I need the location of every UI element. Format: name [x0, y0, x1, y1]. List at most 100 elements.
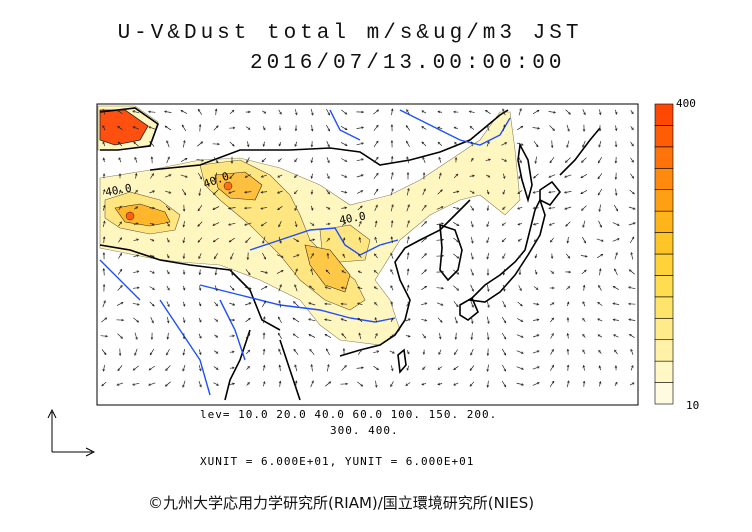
wind-arrow-icon — [582, 144, 585, 148]
wind-arrow-icon — [260, 223, 264, 227]
wind-arrow-icon — [566, 145, 569, 148]
wind-arrow-icon — [424, 221, 427, 224]
wind-arrow-icon — [311, 124, 313, 132]
wind-arrow-icon — [597, 176, 601, 180]
wind-arrow-icon — [167, 332, 169, 340]
wind-arrow-icon — [517, 190, 523, 194]
wind-arrow-icon — [166, 269, 170, 275]
wind-arrow-icon — [376, 350, 380, 354]
coast-taiwan — [397, 348, 407, 374]
wind-arrow-icon — [119, 268, 123, 272]
wind-arrow-icon — [517, 191, 521, 194]
wind-arrow-icon — [501, 237, 507, 243]
wind-arrow-icon — [517, 318, 523, 322]
wind-arrow-icon — [536, 382, 540, 385]
wind-arrow-icon — [326, 189, 330, 195]
wind-arrow-icon — [389, 334, 395, 338]
wind-arrow-icon — [118, 189, 122, 195]
wind-arrow-icon — [533, 238, 539, 242]
wind-arrow-icon — [324, 318, 327, 322]
wind-arrow-icon — [406, 204, 410, 212]
wind-arrow-icon — [263, 365, 265, 371]
wind-arrow-icon — [327, 237, 330, 241]
wind-arrow-icon — [533, 286, 539, 290]
wind-arrow-icon — [597, 173, 603, 179]
wind-arrow-icon — [182, 336, 186, 340]
wind-arrow-icon — [213, 366, 219, 370]
wind-arrow-icon — [311, 364, 313, 372]
wind-arrow-icon — [597, 318, 603, 322]
wind-arrow-icon — [359, 237, 361, 243]
wind-arrow-icon — [631, 382, 635, 385]
wind-arrow-icon — [599, 204, 601, 212]
wind-arrow-icon — [215, 335, 219, 338]
wind-arrow-icon — [612, 285, 616, 289]
wind-arrow-icon — [548, 174, 556, 178]
wind-arrow-icon — [294, 364, 298, 372]
wind-arrow-icon — [279, 381, 281, 387]
wind-arrow-icon — [278, 221, 282, 227]
wind-arrow-icon — [103, 364, 105, 372]
wind-arrow-icon — [453, 173, 459, 179]
wind-arrow-icon — [326, 124, 330, 132]
wind-arrow-icon — [166, 301, 170, 307]
wind-arrow-icon — [245, 317, 251, 323]
wind-arrow-icon — [308, 285, 312, 289]
wind-arrow-icon — [357, 302, 360, 306]
wind-arrow-icon — [582, 317, 585, 321]
colorbar-swatch — [654, 317, 674, 341]
wind-arrow-icon — [455, 320, 458, 324]
wind-arrow-icon — [247, 365, 250, 369]
wind-arrow-icon — [344, 175, 348, 178]
wind-arrow-icon — [583, 240, 586, 244]
wind-arrow-icon — [390, 220, 394, 223]
wind-arrow-icon — [212, 239, 216, 243]
wind-arrow-icon — [630, 252, 634, 260]
wind-arrow-icon — [548, 111, 556, 113]
wind-arrow-icon — [536, 350, 540, 353]
wind-arrow-icon — [228, 223, 231, 226]
wind-arrow-icon — [119, 205, 122, 209]
wind-arrow-icon — [148, 367, 152, 371]
wind-arrow-icon — [471, 157, 474, 161]
wind-arrow-icon — [631, 176, 635, 179]
wind-arrow-icon — [456, 255, 460, 259]
wind-arrow-icon — [406, 252, 410, 255]
wind-arrow-icon — [166, 320, 170, 324]
wind-arrow-icon — [548, 223, 552, 226]
wind-arrow-icon — [391, 188, 394, 191]
wind-arrow-icon — [407, 252, 409, 260]
wind-arrow-icon — [199, 384, 202, 388]
wind-arrow-icon — [103, 157, 105, 163]
wind-arrow-icon — [232, 143, 235, 147]
wind-arrow-icon — [471, 208, 474, 211]
wind-arrow-icon — [246, 257, 250, 261]
wind-arrow-icon — [551, 317, 554, 321]
wind-arrow-icon — [150, 316, 154, 324]
coast-japan-kyushu — [459, 296, 479, 321]
wind-arrow-icon — [101, 383, 104, 387]
wind-arrow-icon — [229, 141, 235, 147]
wind-arrow-icon — [246, 382, 250, 386]
wind-arrow-icon — [437, 110, 441, 114]
wind-arrow-icon — [182, 189, 186, 195]
wind-arrow-icon — [278, 284, 282, 292]
dust-region-peak-north — [99, 109, 149, 146]
wind-arrow-icon — [148, 126, 156, 130]
wind-arrow-icon — [212, 207, 216, 210]
wind-arrow-icon — [101, 317, 107, 323]
wind-arrow-icon — [263, 316, 265, 324]
wind-arrow-icon — [230, 252, 234, 260]
wind-arrow-icon — [536, 318, 540, 322]
wind-arrow-icon — [406, 172, 410, 175]
wind-arrow-icon — [197, 108, 201, 112]
wind-arrow-icon — [357, 190, 363, 194]
wind-arrow-icon — [278, 316, 281, 320]
wind-arrow-icon — [197, 205, 203, 211]
wind-arrow-icon — [421, 269, 427, 275]
wind-arrow-icon — [422, 333, 426, 339]
wind-arrow-icon — [599, 109, 601, 115]
wind-arrow-icon — [244, 175, 248, 178]
dust-peak-spot — [223, 181, 233, 191]
wind-arrow-icon — [292, 254, 300, 258]
